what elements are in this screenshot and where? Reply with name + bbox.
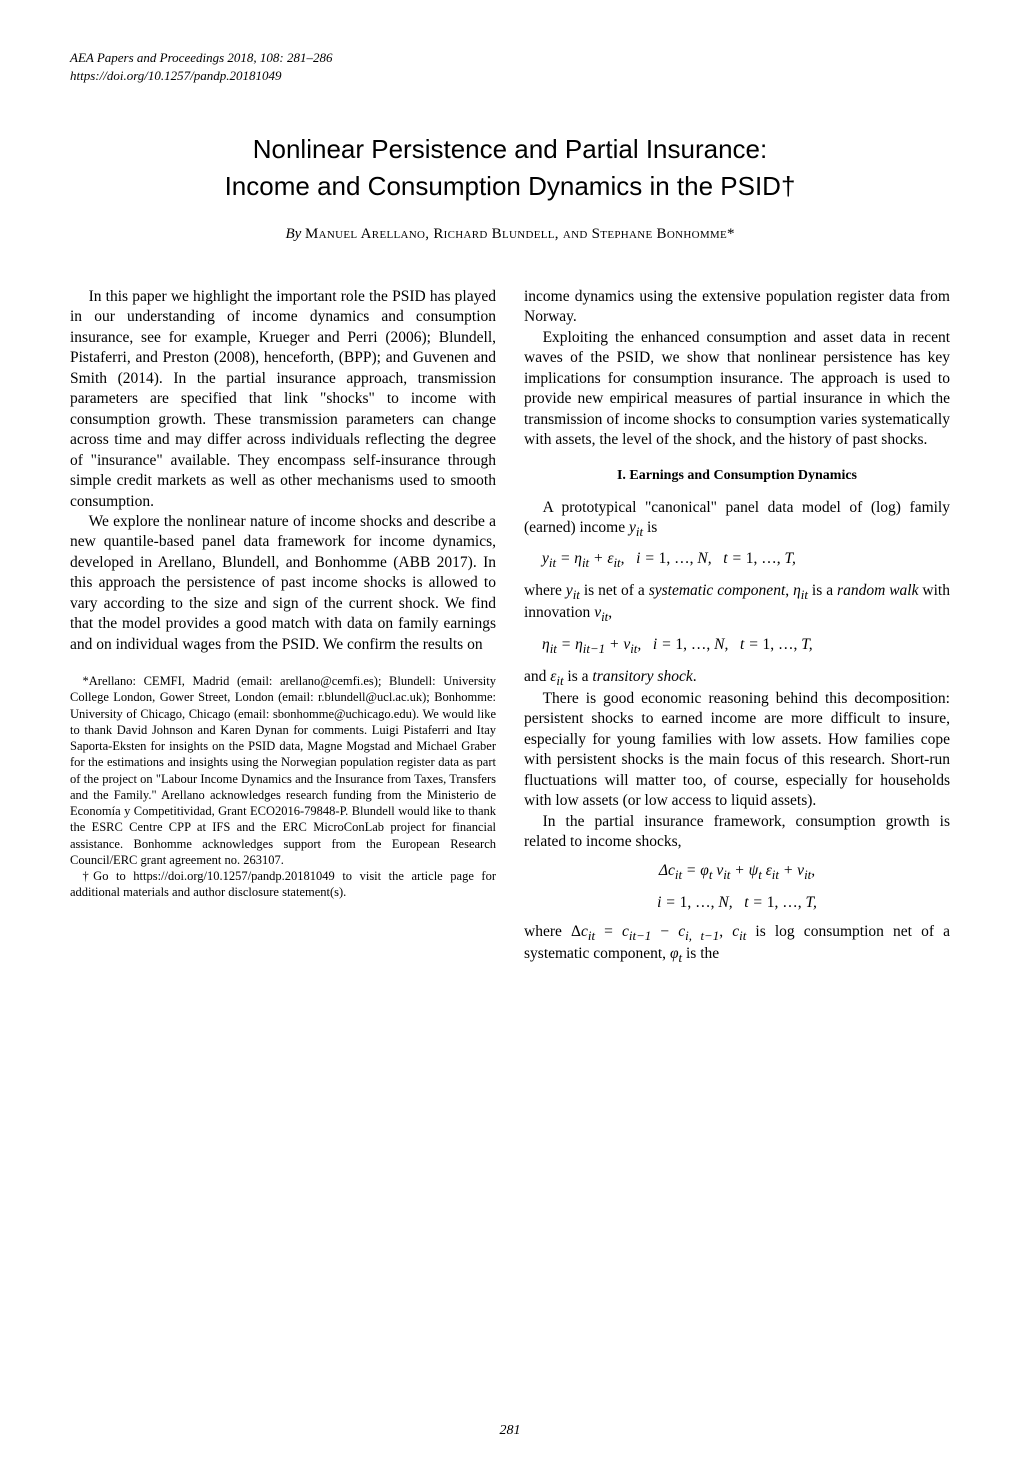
right-p5: and εit is a transitory shock. [524,667,950,689]
footnote-block: *Arellano: CEMFI, Madrid (email: arellan… [70,673,496,901]
title-line1: Nonlinear Persistence and Partial Insura… [70,134,950,165]
journal-header: AEA Papers and Proceedings 2018, 108: 28… [70,50,950,66]
p4-d: , [785,582,793,599]
p4-e: is a [808,582,837,599]
right-p4: where yit is net of a systematic compone… [524,581,950,625]
p4-b: is net of a [580,582,649,599]
p5-d: . [693,668,697,685]
byline-authors: Manuel Arellano, Richard Blundell, and S… [305,226,727,242]
p8-c: − [651,923,678,940]
byline: By Manuel Arellano, Richard Blundell, an… [70,226,950,243]
left-column: In this paper we highlight the important… [70,287,496,966]
footnote-star: *Arellano: CEMFI, Madrid (email: arellan… [70,673,496,868]
right-column: income dynamics using the extensive popu… [524,287,950,966]
title-dagger: † [781,171,795,201]
right-p1: income dynamics using the extensive popu… [524,287,950,328]
title-line2: Income and Consumption Dynamics in the P… [70,171,950,202]
p5-a: and [524,668,550,685]
byline-marker: * [727,226,735,242]
equation-3a: Δcit = φt vit + ψt εit + νit, [524,862,950,883]
p4-a: where [524,582,566,599]
equation-3b: i = 1, …, N, t = 1, …, T, [524,894,950,912]
left-p1: In this paper we highlight the important… [70,287,496,512]
p8-f: is the [682,945,719,962]
equation-2: ηit = ηit−1 + vit, i = 1, …, N, t = 1, …… [542,636,950,657]
right-p2: Exploiting the enhanced consumption and … [524,328,950,451]
two-column-layout: In this paper we highlight the important… [70,287,950,966]
byline-by: By [285,226,305,242]
right-p3: A prototypical "canonical" panel data mo… [524,498,950,541]
p5-b: is a [564,668,593,685]
p8-b: = [595,923,622,940]
page-number: 281 [500,1423,521,1439]
right-p6: There is good economic reasoning behind … [524,689,950,812]
p8-a: where Δ [524,923,581,940]
p5-c: transitory shock [592,668,692,685]
left-p2: We explore the nonlinear nature of incom… [70,512,496,655]
right-p8: where Δcit = cit−1 − ci, t−1, cit is log… [524,922,950,966]
p4-c: systematic component [649,582,786,599]
footnote-dagger: †Go to https://doi.org/10.1257/pandp.201… [70,868,496,901]
right-p7: In the partial insurance framework, cons… [524,812,950,853]
equation-1: yit = ηit + εit, i = 1, …, N, t = 1, …, … [542,550,950,571]
p3-a: A prototypical "canonical" panel data mo… [524,499,950,536]
title-line2-text: Income and Consumption Dynamics in the P… [225,171,781,201]
section-heading: I. Earnings and Consumption Dynamics [524,468,950,484]
p3-b: is [643,519,657,536]
p4-h: , [608,604,612,621]
doi-header: https://doi.org/10.1257/pandp.20181049 [70,68,950,84]
p8-d: , [719,923,732,940]
p4-f: random walk [837,582,918,599]
